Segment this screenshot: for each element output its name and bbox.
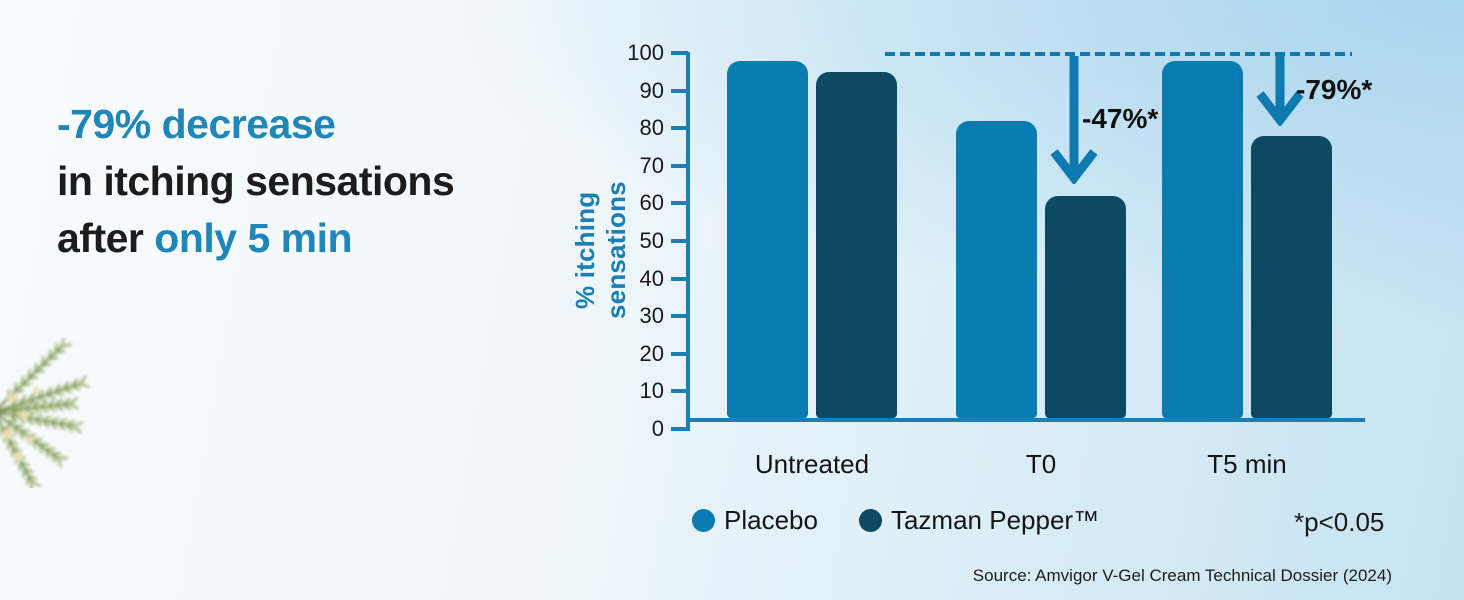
y-tick-label: 0 bbox=[651, 416, 664, 441]
headline-line-3: after only 5 min bbox=[57, 215, 353, 261]
reference-dashed-line bbox=[885, 52, 1352, 56]
bar-tazman-pepper-t5-min bbox=[1251, 136, 1332, 418]
bar-tazman-pepper-t0 bbox=[1045, 196, 1126, 418]
headline-line-2: in itching sensations bbox=[57, 158, 455, 204]
x-axis-label-t5-min: T5 min bbox=[1207, 449, 1287, 479]
y-axis-title: % itching sensations bbox=[570, 181, 631, 319]
bar-placebo-untreated bbox=[727, 61, 808, 418]
decrease-arrow-icon bbox=[1256, 56, 1304, 126]
plant-sprig-image bbox=[0, 338, 90, 488]
y-tick bbox=[671, 51, 688, 55]
y-tick-label: 90 bbox=[639, 78, 664, 103]
y-tick-label: 40 bbox=[639, 266, 664, 291]
p-value-note: *p<0.05 bbox=[1294, 507, 1385, 537]
x-axis-line bbox=[688, 418, 1365, 422]
y-tick-label: 20 bbox=[639, 341, 664, 366]
placebo-swatch-icon bbox=[692, 509, 715, 532]
legend-label: Placebo bbox=[724, 505, 818, 535]
x-axis-label-t0: T0 bbox=[1025, 449, 1057, 479]
y-tick-label: 30 bbox=[639, 303, 664, 328]
decrease-arrow-icon bbox=[1050, 56, 1098, 184]
bar-tazman-pepper-untreated bbox=[816, 72, 897, 418]
bar-placebo-t5-min bbox=[1162, 61, 1243, 418]
legend-label: Tazman Pepper™ bbox=[890, 505, 1100, 535]
y-tick-label: 100 bbox=[627, 40, 664, 65]
y-tick-label: 50 bbox=[639, 228, 664, 253]
y-tick bbox=[671, 201, 688, 205]
headline: -79% decrease in itching sensations afte… bbox=[57, 96, 455, 267]
y-tick-label: 70 bbox=[639, 153, 664, 178]
y-tick bbox=[671, 352, 688, 356]
y-tick bbox=[671, 89, 688, 93]
bar-placebo-t0 bbox=[956, 121, 1037, 418]
y-tick bbox=[671, 239, 688, 243]
legend: Placebo Tazman Pepper™ bbox=[692, 505, 1099, 536]
y-tick-label: 80 bbox=[639, 115, 664, 140]
y-axis-line bbox=[686, 52, 690, 431]
headline-stat: -79% decrease bbox=[57, 101, 336, 147]
decrease-annotation: -47%* bbox=[1082, 103, 1159, 134]
y-tick bbox=[671, 277, 688, 281]
legend-item-tazman-pepper: Tazman Pepper™ bbox=[858, 505, 1100, 536]
tazman-pepper-swatch-icon bbox=[858, 509, 882, 532]
y-tick bbox=[671, 164, 688, 168]
x-axis-label-untreated: Untreated bbox=[754, 449, 870, 479]
source-note: Source: Amvigor V-Gel Cream Technical Do… bbox=[972, 566, 1392, 585]
y-tick bbox=[671, 427, 688, 431]
y-tick-label: 60 bbox=[639, 190, 664, 215]
y-tick bbox=[671, 314, 688, 318]
headline-line-1: -79% decrease bbox=[57, 96, 454, 153]
legend-item-placebo: Placebo bbox=[692, 505, 818, 536]
y-tick bbox=[671, 126, 688, 130]
y-tick bbox=[671, 389, 688, 393]
y-tick-label: 10 bbox=[639, 378, 664, 403]
decrease-annotation: -79%* bbox=[1296, 74, 1373, 105]
